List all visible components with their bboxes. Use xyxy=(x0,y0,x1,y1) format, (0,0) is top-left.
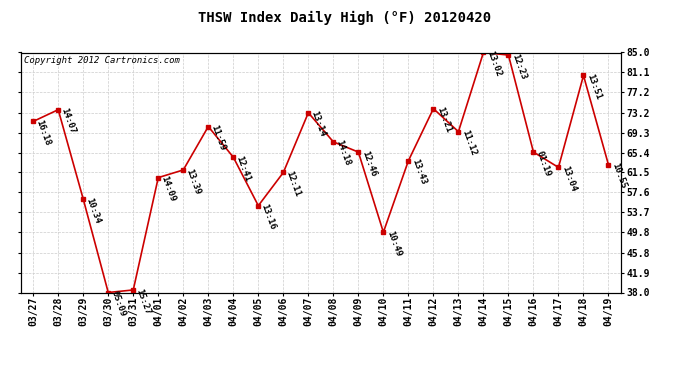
Text: 13:21: 13:21 xyxy=(435,106,453,134)
Text: 12:11: 12:11 xyxy=(285,170,302,198)
Text: 14:18: 14:18 xyxy=(335,139,353,167)
Text: 14:07: 14:07 xyxy=(59,107,77,135)
Text: 13:16: 13:16 xyxy=(259,203,277,231)
Text: 13:04: 13:04 xyxy=(560,165,578,193)
Text: 10:55: 10:55 xyxy=(610,162,627,190)
Text: 13:14: 13:14 xyxy=(310,110,327,138)
Text: 01:19: 01:19 xyxy=(535,149,553,178)
Text: 05:09: 05:09 xyxy=(110,290,127,318)
Text: 13:02: 13:02 xyxy=(485,50,502,78)
Text: 14:09: 14:09 xyxy=(159,175,177,203)
Text: 11:12: 11:12 xyxy=(460,129,477,157)
Text: THSW Index Daily High (°F) 20120420: THSW Index Daily High (°F) 20120420 xyxy=(199,11,491,26)
Text: 13:39: 13:39 xyxy=(185,167,202,195)
Text: 12:41: 12:41 xyxy=(235,154,253,183)
Text: 10:34: 10:34 xyxy=(85,196,102,225)
Text: Copyright 2012 Cartronics.com: Copyright 2012 Cartronics.com xyxy=(23,56,179,65)
Text: 11:59: 11:59 xyxy=(210,124,227,152)
Text: 15:27: 15:27 xyxy=(135,287,152,315)
Text: 10:49: 10:49 xyxy=(385,230,402,258)
Text: 16:18: 16:18 xyxy=(34,118,52,147)
Text: 13:43: 13:43 xyxy=(410,158,427,186)
Text: 12:46: 12:46 xyxy=(359,149,377,178)
Text: 13:51: 13:51 xyxy=(585,73,602,101)
Text: 12:23: 12:23 xyxy=(510,52,527,81)
